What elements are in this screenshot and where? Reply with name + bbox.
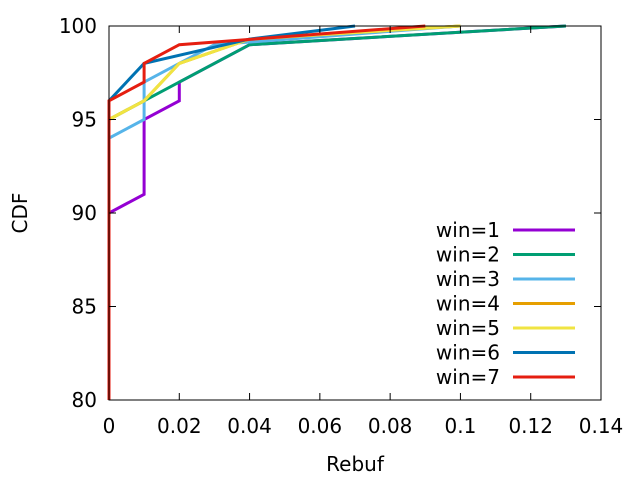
legend-label: win=6 (436, 341, 500, 365)
x-tick-label: 0.08 (368, 414, 413, 438)
legend-label: win=2 (436, 243, 500, 267)
y-tick-label: 100 (59, 14, 97, 38)
legend-label: win=4 (436, 292, 500, 316)
plot-frame (108, 25, 602, 401)
x-tick-label: 0.12 (508, 414, 553, 438)
y-axis-label: CDF (8, 193, 32, 234)
y-tick-label: 90 (72, 201, 97, 225)
y-tick-label: 85 (72, 295, 97, 319)
y-tick-label: 80 (72, 388, 97, 412)
x-tick-label: 0 (103, 414, 116, 438)
series-line-win=7 (107, 24, 426, 400)
legend-label: win=3 (436, 267, 500, 291)
x-tick-label: 0.04 (227, 414, 272, 438)
x-tick-label: 0.1 (445, 414, 477, 438)
legend-label: win=7 (436, 365, 500, 389)
y-tick-label: 95 (72, 108, 97, 132)
series-line-win=5 (107, 24, 461, 400)
ticks-layer: 0 0.02 0.04 0.06 0.08 0.1 0.12 0.14 80 85 90 95 100 (59, 14, 623, 438)
legend-label: win=5 (436, 316, 500, 340)
legend-label: win=1 (436, 218, 500, 242)
x-axis-label: Rebuf (326, 452, 385, 476)
x-tick-label: 0.14 (579, 414, 624, 438)
x-tick-label: 0.06 (298, 414, 343, 438)
x-tick-label: 0.02 (157, 414, 202, 438)
